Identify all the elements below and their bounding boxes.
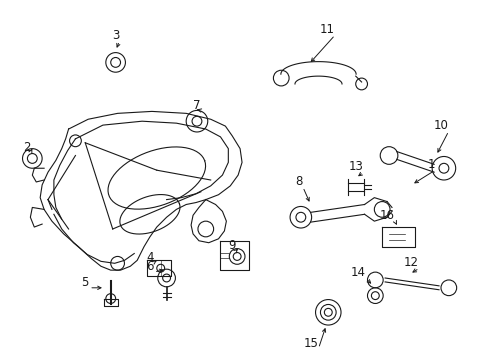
- Text: 4: 4: [146, 251, 153, 264]
- Text: 5: 5: [81, 276, 89, 289]
- Text: 6: 6: [146, 260, 153, 273]
- Text: 9: 9: [228, 239, 236, 252]
- Text: 10: 10: [433, 119, 447, 132]
- Text: 12: 12: [403, 256, 418, 269]
- Text: 14: 14: [349, 266, 365, 279]
- Text: 13: 13: [347, 161, 363, 174]
- Text: 2: 2: [22, 141, 30, 154]
- Text: 3: 3: [112, 29, 119, 42]
- Text: 16: 16: [379, 210, 394, 222]
- Text: 7: 7: [193, 99, 200, 112]
- Text: 15: 15: [303, 337, 317, 350]
- Text: 11: 11: [319, 23, 334, 36]
- Text: 8: 8: [295, 175, 302, 188]
- Text: 1: 1: [427, 158, 434, 171]
